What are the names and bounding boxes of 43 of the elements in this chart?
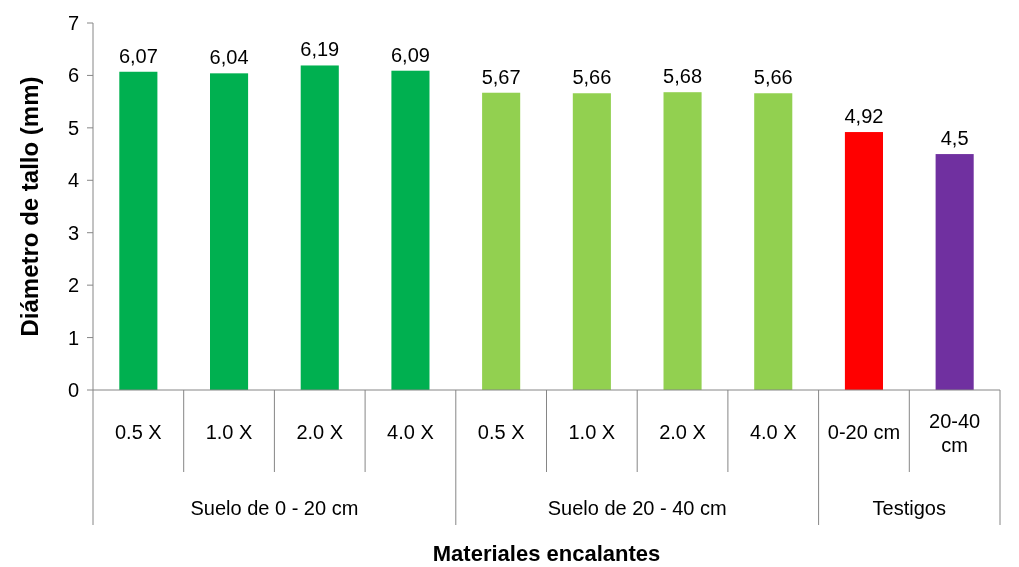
bar [572, 93, 611, 390]
data-label: 4,92 [844, 105, 884, 128]
text: Suelo de 0 - 20 cm [190, 497, 359, 519]
data-label: 6,07 [118, 44, 158, 67]
data-label: 6,09 [390, 43, 430, 66]
bar [482, 92, 521, 390]
x-tick-label: 4.0 X [749, 421, 797, 443]
text: Suelo de 20 - 40 cm [547, 497, 727, 519]
x-axis-title: Materiales encalantes [432, 540, 661, 566]
x-tick-label: 1.0 X [568, 421, 616, 443]
x-tick-label: 20-40 cm [929, 410, 981, 456]
data-label: 5,66 [753, 66, 793, 89]
x-tick-label: 0.5 X [477, 421, 525, 443]
bar [935, 154, 974, 390]
x-tick-label: 0.5 X [115, 421, 162, 443]
bar [391, 70, 430, 390]
y-axis-title: Diámetro de tallo (mm) [16, 76, 44, 337]
x-tick-label: 2.0 X [659, 421, 706, 443]
y-tick-label: 5 [67, 116, 79, 139]
y-tick-label: 1 [67, 326, 79, 349]
data-label: 5,66 [572, 66, 612, 89]
data-label: 6,04 [209, 46, 249, 69]
y-tick-label: 3 [67, 221, 79, 244]
y-tick-label: 2 [67, 274, 79, 297]
bar [210, 73, 249, 390]
x-tick-label: 2.0 X [296, 421, 344, 443]
y-tick-label: 7 [67, 12, 79, 34]
y-tick-label: 4 [67, 169, 79, 192]
bar [300, 65, 339, 390]
x-tick-label: 1.0 X [205, 421, 253, 443]
x-tick-label: 4.0 X [387, 421, 434, 443]
data-label: 6,19 [300, 38, 340, 61]
data-label: 5,67 [481, 65, 521, 88]
data-label: 5,68 [663, 65, 703, 88]
bar [663, 92, 702, 390]
text: Testigos [872, 497, 946, 519]
bar [844, 132, 883, 390]
bar [119, 71, 158, 390]
y-tick-label: 6 [67, 64, 79, 87]
bar [754, 93, 793, 390]
y-tick-label: 0 [67, 379, 79, 401]
x-tick-label: 0-20 cm [827, 421, 901, 443]
data-label: 4,5 [940, 127, 969, 150]
